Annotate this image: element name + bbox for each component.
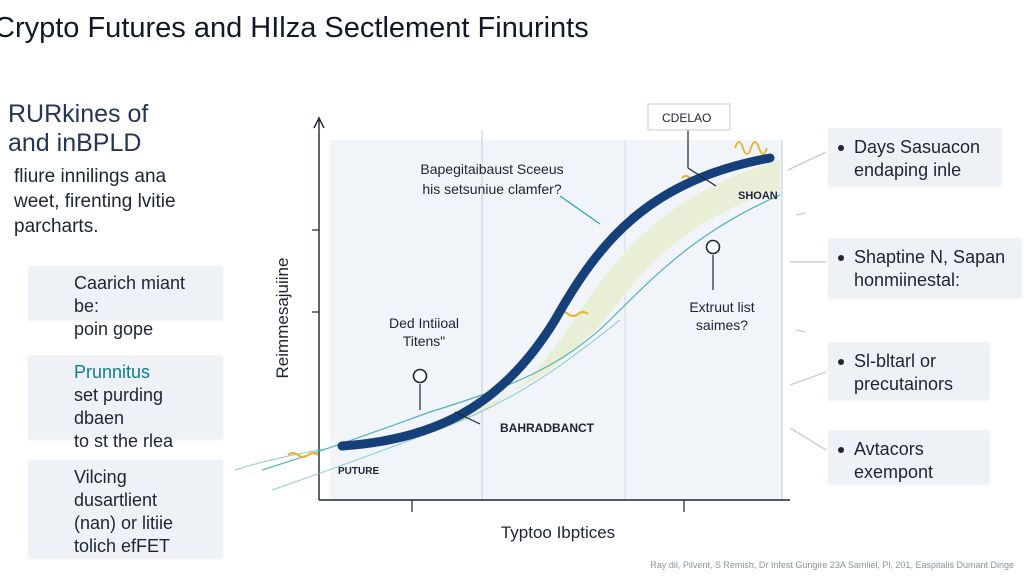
marker-circle-icon [412,368,428,384]
right-card-text: Avtacors exempont [854,439,934,482]
bullet-icon [838,447,844,453]
left-card-3: Vilcing dusartlient (nan) or litiie toli… [28,460,223,558]
connector-line [787,151,827,171]
right-card-4: Avtacors exempont [828,430,990,484]
left-card-2: Prunnitus set purding dbaen to st the rl… [28,355,223,451]
intro-heading: RURkines of and inBPLD [8,100,149,157]
settlement-band [345,160,780,448]
left-card-text: Caarich miant be: poin gope [74,273,186,339]
annotation-mid-right: Extruut list saimes? [689,299,754,333]
page-title: Crypto Futures and HIlza Sectlement Finu… [0,12,589,44]
trend-line [261,194,781,471]
marker-circle-icon [705,239,721,255]
right-card-2: Shaptine N, Sapan honmiinestal: [828,238,1022,298]
accent-squiggle [734,141,768,155]
annotation-line: Titens" [403,333,446,349]
leader-line [559,195,601,225]
bottom-curve-label: BAHRADBANCT [500,421,595,435]
bullet-icon [838,255,844,261]
futures-curve [337,153,775,451]
connector-line [789,371,827,386]
right-card-text: Shaptine N, Sapan honmiinestal: [854,247,1006,290]
annotation-line: his setsuniue clamfer? [422,181,562,197]
right-card-text: Sl-bltarl or precutainors [854,351,954,394]
y-axis-arrow [313,116,325,129]
right-card-1: Days Sasuacon endaping inle [828,128,1002,186]
annotation-top: Bapegitaibaust Sceeus his setsuniue clamf… [420,161,563,197]
left-card-text: set purding dbaen to st the rlea [74,385,174,451]
annotation-line: Bapegitaibaust Sceeus [420,161,563,177]
annotation-line: Ded Intiioal [389,315,459,331]
bullet-icon [838,145,844,151]
accent-squiggle [287,452,319,458]
upper-right-label: SHOAN [738,190,778,202]
leader-line [687,167,717,187]
curve-start-label: PUTURE [338,466,379,477]
footer-credits: Ray dil, Pilvent, S Remish, Dr Infest Gu… [650,560,1014,570]
bullet-icon [838,359,844,365]
x-axis-label: Typtoo Ibptices [501,523,615,542]
left-card-teal-text: Prunnitus [74,362,151,382]
annotation-line: Extruut list [689,299,754,315]
left-card-text: Vilcing dusartlient (nan) or litiie toli… [74,467,174,556]
dash-mark [795,212,806,216]
y-axis-label: Reimmesajuiine [273,258,292,379]
connector-line [789,427,827,451]
trend-line [234,447,331,471]
right-card-3: Sl-bltarl or precutainors [828,342,990,400]
intro-body: fliure innilings ana weet, firenting lvi… [14,166,176,237]
dash-mark [795,329,806,333]
intro-block: RURkines of and inBPLD fliure innilings … [8,100,238,239]
top-label-box [647,103,731,131]
top-label: CDELAO [662,111,711,125]
annotation-mid-left: Ded Intiioal Titens" [389,315,459,349]
right-card-text: Days Sasuacon endaping inle [854,137,981,180]
annotation-line: saimes? [696,317,748,333]
leader-line [454,411,481,425]
left-card-1: Caarich miant be: poin gope [28,266,223,339]
